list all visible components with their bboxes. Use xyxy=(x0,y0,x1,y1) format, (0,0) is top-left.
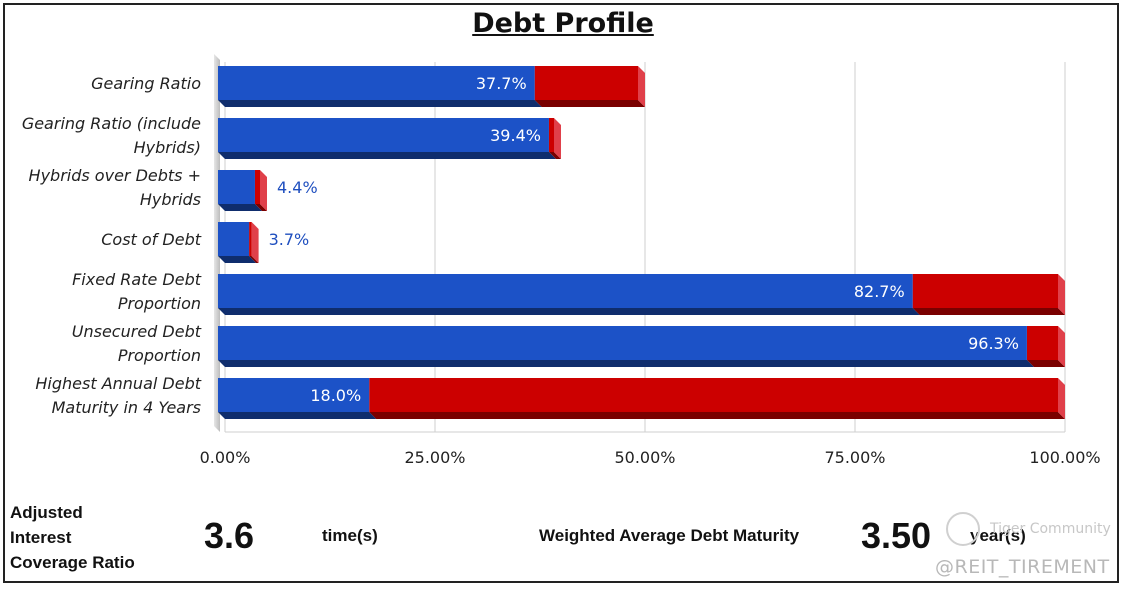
bar-remainder-side-face xyxy=(260,170,267,211)
tiger-logo-icon xyxy=(946,512,980,546)
bar-group: 37.7% xyxy=(218,66,645,107)
bar-remainder xyxy=(912,274,1058,308)
bar-remainder-bottom-face xyxy=(369,412,1065,419)
bar-remainder xyxy=(254,170,260,204)
category-label: Cost of Debt xyxy=(101,230,201,249)
category-label: Gearing Ratio (include Hybrids) xyxy=(22,114,201,157)
bar-actual-bottom-face xyxy=(218,152,556,159)
bar-remainder-side-face xyxy=(251,222,259,263)
bar-actual-bottom-face xyxy=(218,100,542,107)
bar-actual-bottom-face xyxy=(218,360,1034,367)
bar-actual xyxy=(218,170,255,204)
x-tick-label: 100.00% xyxy=(1029,448,1100,467)
bar-actual xyxy=(218,274,913,308)
watermark-brand-text: Tiger Community xyxy=(990,521,1111,537)
x-tick-labels: 0.00% 25.00% 50.00% 75.00% 100.00% xyxy=(200,448,1101,467)
bar-remainder-side-face xyxy=(1058,274,1065,315)
category-label-line: Highest Annual Debt xyxy=(35,374,201,393)
bar-actual-bottom-face xyxy=(218,308,920,315)
icr-label-line: Coverage Ratio xyxy=(10,553,135,572)
bar-remainder-bottom-face xyxy=(912,308,1065,315)
bar-group: 4.4% xyxy=(218,170,318,211)
bar-value-label: 4.4% xyxy=(277,178,318,197)
bar-remainder-side-face xyxy=(1058,326,1065,367)
bars: 37.7% 39.4% 4.4% 3.7% 82.7% 96.3% 18.0% xyxy=(218,66,1065,419)
category-label-line: Fixed Rate Debt xyxy=(72,270,202,289)
icr-label-line: Interest xyxy=(10,528,72,547)
bar-group: 82.7% xyxy=(218,274,1065,315)
icr-label-line: Adjusted xyxy=(10,503,83,522)
bar-remainder-bottom-face xyxy=(1026,360,1065,367)
grid-lines xyxy=(224,62,1066,433)
category-label-line: Unsecured Debt xyxy=(72,322,202,341)
bar-value-label: 96.3% xyxy=(968,334,1019,353)
x-tick-label: 50.00% xyxy=(614,448,675,467)
bar-remainder xyxy=(548,118,554,152)
icr-value: 3.6 xyxy=(204,515,255,556)
bar-actual-bottom-face xyxy=(218,412,377,419)
bar-value-label: 39.4% xyxy=(490,126,541,145)
bar-actual xyxy=(218,378,370,412)
bar-actual xyxy=(218,118,549,152)
chart-title: Debt Profile xyxy=(472,8,654,39)
bar-remainder-bottom-face xyxy=(254,204,267,211)
bar-actual xyxy=(218,222,250,256)
chart-frame xyxy=(3,3,1119,583)
bar-group: 3.7% xyxy=(218,222,309,263)
icr-unit: time(s) xyxy=(322,526,378,545)
category-label-line: Hybrids over Debts + xyxy=(29,166,201,185)
bar-actual-bottom-face xyxy=(218,256,257,263)
wadm-label: Weighted Average Debt Maturity xyxy=(539,526,800,545)
bar-remainder xyxy=(1026,326,1058,360)
bar-value-label: 3.7% xyxy=(269,230,310,249)
bar-remainder-bottom-face xyxy=(548,152,561,159)
bar-value-label: 37.7% xyxy=(476,74,527,93)
wadm-unit: year(s) xyxy=(970,526,1026,545)
category-label: Fixed Rate Debt Proportion xyxy=(72,270,202,313)
wadm-value: 3.50 xyxy=(861,515,932,556)
bar-remainder-bottom-face xyxy=(249,256,259,263)
bar-value-label: 82.7% xyxy=(854,282,905,301)
bar-actual xyxy=(218,326,1027,360)
bar-remainder xyxy=(369,378,1058,412)
category-labels: Gearing Ratio Gearing Ratio (include Hybri… xyxy=(22,74,202,417)
bar-value-label: 18.0% xyxy=(310,386,361,405)
category-label-line: Proportion xyxy=(118,346,201,365)
category-label: Highest Annual Debt Maturity in 4 Years xyxy=(35,374,201,417)
icr-label: Adjusted Interest Coverage Ratio xyxy=(10,500,135,575)
category-label: Unsecured Debt Proportion xyxy=(72,322,202,365)
watermark-brand: Tiger Community xyxy=(946,512,1111,546)
bar-group: 18.0% xyxy=(218,378,1065,419)
bar-remainder xyxy=(249,222,252,256)
bar-remainder-side-face xyxy=(638,66,645,107)
bar-actual-bottom-face xyxy=(218,204,262,211)
bar-remainder-bottom-face xyxy=(534,100,645,107)
category-label-line: Proportion xyxy=(118,294,201,313)
bar-group: 96.3% xyxy=(218,326,1065,367)
category-label-line: Maturity in 4 Years xyxy=(52,398,201,417)
category-label-line: Gearing Ratio (include xyxy=(22,114,201,133)
x-tick-label: 25.00% xyxy=(404,448,465,467)
category-label-line: Hybrids xyxy=(140,190,201,209)
bar-actual xyxy=(218,66,535,100)
bar-remainder xyxy=(534,66,638,100)
bar-remainder-side-face xyxy=(1058,378,1065,419)
x-tick-label: 75.00% xyxy=(824,448,885,467)
bar-group: 39.4% xyxy=(218,118,561,159)
category-label: Gearing Ratio xyxy=(91,74,201,93)
x-tick-label: 0.00% xyxy=(200,448,251,467)
category-label: Hybrids over Debts + Hybrids xyxy=(29,166,201,209)
bar-remainder-side-face xyxy=(554,118,561,159)
watermark-handle: @REIT_TIREMENT xyxy=(935,556,1110,578)
category-label-line: Hybrids) xyxy=(134,138,201,157)
